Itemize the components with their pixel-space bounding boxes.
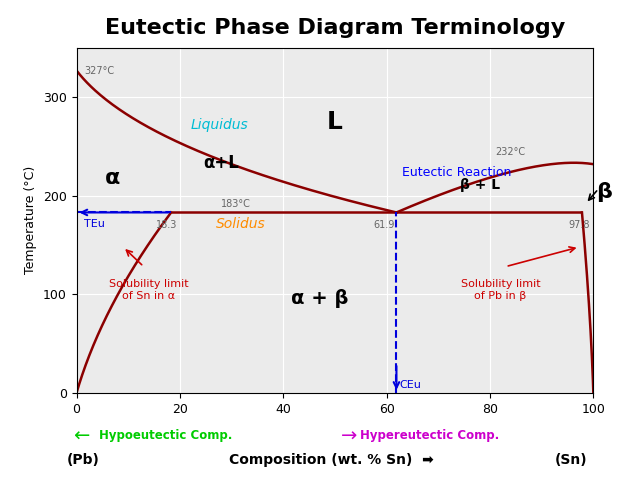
Text: Hypereutectic Comp.: Hypereutectic Comp. bbox=[360, 429, 500, 443]
Text: 327°C: 327°C bbox=[84, 66, 114, 76]
Title: Eutectic Phase Diagram Terminology: Eutectic Phase Diagram Terminology bbox=[105, 18, 565, 38]
Text: Liquidus: Liquidus bbox=[190, 118, 248, 132]
Text: β: β bbox=[596, 182, 612, 202]
Text: 97.8: 97.8 bbox=[568, 220, 590, 230]
Text: 61.9: 61.9 bbox=[373, 220, 394, 230]
Text: 18.3: 18.3 bbox=[156, 220, 178, 230]
Text: (Pb): (Pb) bbox=[66, 453, 100, 467]
Text: Hypoeutectic Comp.: Hypoeutectic Comp. bbox=[99, 429, 232, 443]
Text: 183°C: 183°C bbox=[221, 198, 251, 208]
Text: 232°C: 232°C bbox=[495, 147, 525, 157]
Text: CEu: CEu bbox=[399, 380, 422, 390]
Text: β + L: β + L bbox=[459, 178, 500, 192]
Text: Solidus: Solidus bbox=[216, 217, 266, 231]
Text: Solubility limit
of Sn in α: Solubility limit of Sn in α bbox=[109, 279, 189, 301]
Text: α+L: α+L bbox=[204, 154, 239, 172]
Y-axis label: Temperature (°C): Temperature (°C) bbox=[24, 166, 38, 274]
Text: L: L bbox=[327, 110, 343, 134]
Text: TEu: TEu bbox=[84, 219, 105, 229]
Text: →: → bbox=[341, 426, 357, 445]
Text: Composition (wt. % Sn)  ➡: Composition (wt. % Sn) ➡ bbox=[230, 453, 434, 467]
Text: α + β: α + β bbox=[291, 289, 348, 308]
Text: Solubility limit
of Pb in β: Solubility limit of Pb in β bbox=[461, 279, 540, 301]
Text: α: α bbox=[105, 168, 121, 188]
Text: (Sn): (Sn) bbox=[554, 453, 588, 467]
Text: ←: ← bbox=[73, 426, 89, 445]
Text: Eutectic Reaction: Eutectic Reaction bbox=[402, 166, 512, 179]
